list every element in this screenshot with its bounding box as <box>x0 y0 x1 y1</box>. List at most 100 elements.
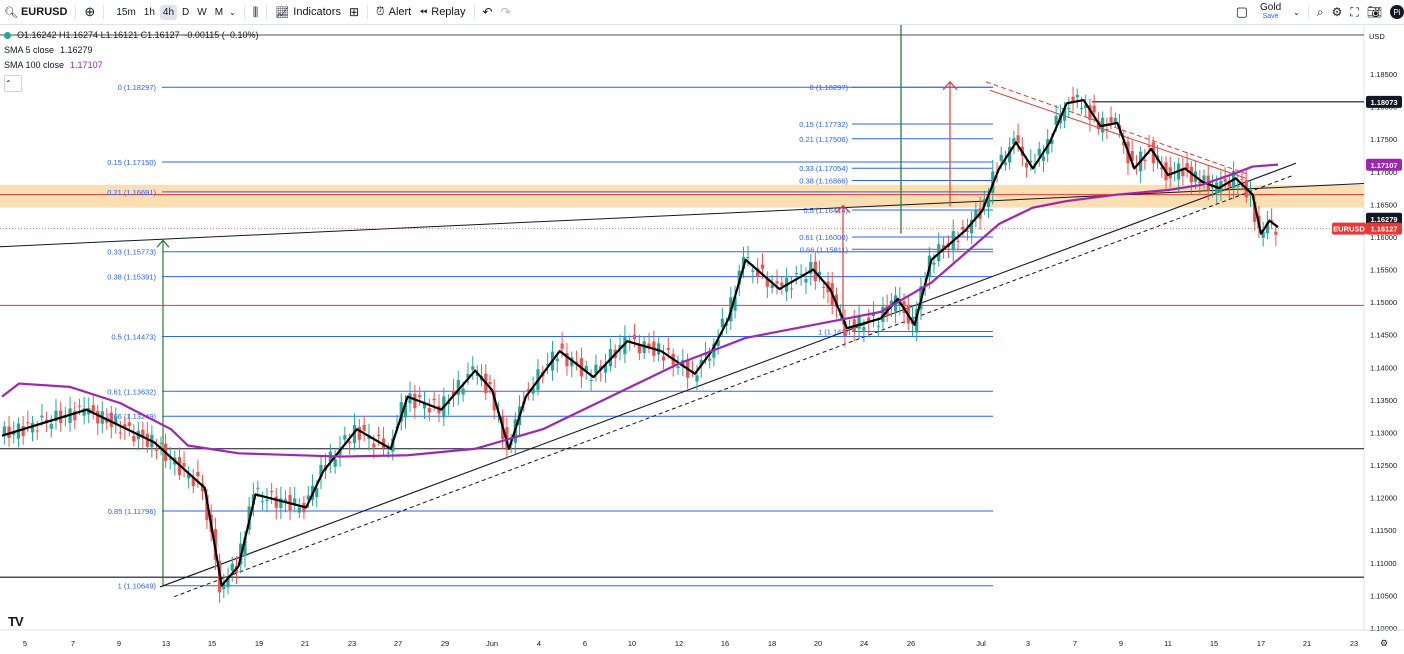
price-chart[interactable]: 1.185001.180001.175001.170001.165001.160… <box>0 25 1404 654</box>
candle-body <box>1223 178 1227 182</box>
candle-body <box>35 430 39 432</box>
candle-body <box>666 347 670 350</box>
y-tick-label: 1.17000 <box>1370 168 1397 177</box>
fib-right-level-label: 0.38 (1.16866) <box>799 176 848 185</box>
candle-body <box>1041 156 1046 161</box>
replay-label: Replay <box>431 6 466 18</box>
candle-body <box>789 288 794 290</box>
candle-body <box>154 449 159 451</box>
candle-body <box>274 496 278 508</box>
fib-left-level-label: 0.61 (1.13632) <box>107 387 156 396</box>
candle-body <box>427 408 431 413</box>
symbol-search[interactable]: 🔍︎ EURUSD <box>0 0 71 24</box>
candle-body <box>54 410 58 421</box>
indicators-icon: 📈︎ <box>275 6 290 19</box>
candle-body <box>1198 181 1202 184</box>
timeframe-4h[interactable]: 4h <box>159 4 178 20</box>
fib-left-level-label: 0.15 (1.17150) <box>107 158 156 167</box>
candle-body <box>1168 167 1172 179</box>
price-tag-label: 1.17107 <box>1370 161 1397 170</box>
candle-body <box>377 434 381 436</box>
redo-icon[interactable]: ↷ <box>500 5 511 19</box>
y-tick-label: 1.18500 <box>1370 70 1397 79</box>
fib-left-level-label: 0.5 (1.14473) <box>111 332 156 341</box>
symbol-tag-label: EURUSD <box>1333 225 1365 234</box>
price-tag-label: 1.18073 <box>1370 98 1397 107</box>
candle-body <box>1008 146 1012 163</box>
timeframe-1h[interactable]: 1h <box>143 6 155 18</box>
market-status-dot <box>4 32 11 39</box>
square-layout-icon[interactable]: ▢ <box>1235 4 1249 19</box>
sma100-line <box>1 163 1279 458</box>
candle-body <box>657 343 661 355</box>
candle-body <box>546 364 550 366</box>
y-tick-label: 1.12000 <box>1370 494 1397 503</box>
candle-body <box>343 435 347 440</box>
candle-body <box>293 498 297 506</box>
candle-body <box>733 296 737 311</box>
chevron-down-icon[interactable]: ⌄ <box>1293 7 1300 17</box>
templates-button[interactable]: ⊞ <box>345 0 363 24</box>
candle-body <box>1109 117 1113 123</box>
candle-body <box>488 382 492 385</box>
candle-body <box>2 426 6 436</box>
plus-circle-icon[interactable]: ⊕ <box>84 4 96 19</box>
candle-body <box>230 563 234 571</box>
sma5-row[interactable]: SMA 5 close 1.16279 <box>4 43 259 58</box>
camera-icon[interactable]: 📷︎ <box>1366 5 1382 19</box>
settings-icon[interactable]: ⚙︎ <box>1331 5 1343 19</box>
candle-body <box>40 415 44 418</box>
chevron-down-icon[interactable]: ⌄ <box>229 7 236 17</box>
replay-button[interactable]: ⏪︎ Replay <box>415 0 469 24</box>
x-tick-label: 6 <box>583 639 587 648</box>
candle-body <box>226 578 230 588</box>
fib-right-level-label: 0.66 (1.15811) <box>800 245 849 254</box>
timeframe-w[interactable]: W <box>197 6 207 18</box>
candle-body <box>780 282 784 286</box>
sma100-row[interactable]: SMA 100 close 1.17107 <box>4 58 259 73</box>
timeframe-d[interactable]: D <box>182 6 190 18</box>
candle-body <box>1240 178 1244 180</box>
candle-body <box>603 365 608 373</box>
candle-body <box>109 412 113 427</box>
candle-body <box>1003 162 1008 165</box>
candle-body <box>352 425 357 443</box>
legend-collapse-button[interactable]: ⌃ <box>4 75 22 92</box>
candle-body <box>1105 128 1109 132</box>
toolbar-divider <box>266 5 268 19</box>
fullscreen-icon[interactable]: ⛶ <box>1350 4 1359 19</box>
indicators-button[interactable]: 📈︎ Indicators <box>271 0 345 24</box>
y-tick-label: 1.13000 <box>1370 428 1397 437</box>
candle-body <box>584 365 588 373</box>
tradingview-logo[interactable]: TV <box>8 614 24 629</box>
candle-body <box>765 278 769 287</box>
candle-body <box>413 393 417 409</box>
y-tick-label: 1.14000 <box>1370 363 1397 372</box>
quick-search-icon[interactable]: ⌕ <box>1316 4 1324 19</box>
layout-selector[interactable]: Gold Save <box>1260 3 1281 21</box>
candle-body <box>637 345 641 354</box>
candle-body <box>956 240 960 242</box>
candle-body <box>862 327 866 331</box>
avatar[interactable]: Pi <box>1390 5 1404 19</box>
candle-body <box>799 273 803 275</box>
fib-left-level-label: 0.66 (1.13249) <box>107 412 156 421</box>
timeframe-m[interactable]: M <box>214 6 224 18</box>
candle-body <box>1084 104 1088 108</box>
candle-body <box>1143 159 1147 162</box>
candle-body <box>432 398 436 401</box>
candle-body <box>1270 219 1274 221</box>
fib-right-level-label: 0.5 (1.16414) <box>803 206 848 215</box>
layout-name: Gold <box>1260 2 1282 13</box>
candle-body <box>12 432 16 435</box>
alert-button[interactable]: ⏰︎ Alert <box>372 0 415 24</box>
candle-body <box>974 210 978 219</box>
timeframe-15m[interactable]: 15m <box>116 6 136 18</box>
candle-body <box>986 196 991 208</box>
undo-icon[interactable]: ↶ <box>482 5 493 19</box>
candle-body <box>751 270 755 272</box>
candle-body <box>999 154 1003 161</box>
symbol-tag <box>1332 222 1366 235</box>
chart-type-button[interactable]: ⫼ <box>249 0 263 24</box>
candle-body <box>279 498 283 508</box>
